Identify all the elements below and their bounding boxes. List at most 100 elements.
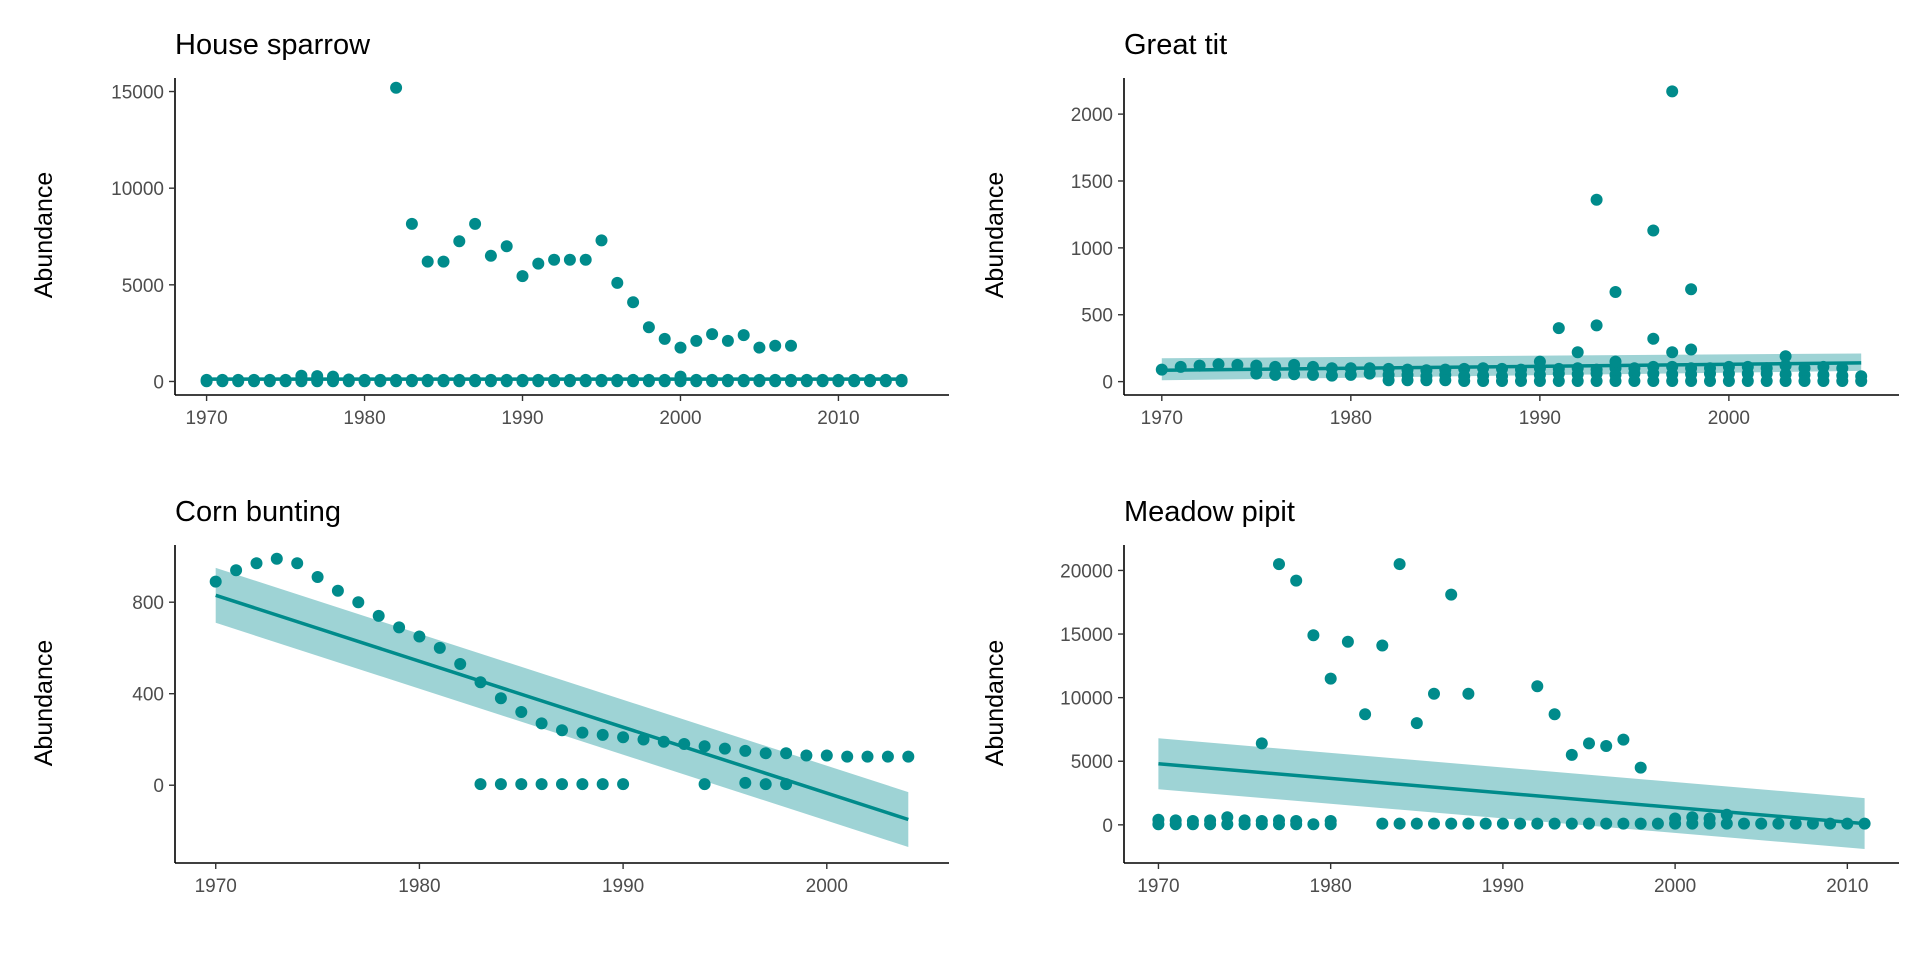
data-point bbox=[563, 253, 576, 266]
x-tick-label: 1980 bbox=[1330, 408, 1372, 429]
data-point bbox=[1571, 375, 1584, 387]
data-point bbox=[698, 778, 711, 791]
panel-title: House sparrow bbox=[175, 29, 371, 61]
data-point bbox=[753, 375, 766, 388]
y-tick-label: 15000 bbox=[111, 83, 164, 104]
data-point bbox=[1477, 375, 1490, 387]
data-point bbox=[1779, 375, 1792, 387]
data-point bbox=[1420, 374, 1433, 387]
data-point bbox=[405, 375, 418, 388]
data-point bbox=[1439, 374, 1452, 387]
data-point bbox=[658, 375, 671, 388]
data-point bbox=[879, 375, 892, 388]
y-tick-label: 5000 bbox=[1071, 752, 1113, 773]
x-tick-label: 1970 bbox=[1137, 876, 1179, 897]
data-point bbox=[374, 375, 387, 388]
data-point bbox=[1685, 375, 1698, 387]
trend-line bbox=[1158, 762, 1865, 826]
y-tick-label: 10000 bbox=[111, 179, 164, 200]
x-tick-label: 1980 bbox=[1310, 876, 1352, 897]
data-point bbox=[1571, 346, 1584, 359]
data-point bbox=[706, 328, 719, 341]
data-point bbox=[433, 641, 446, 654]
data-point bbox=[352, 596, 365, 609]
x-tick-label: 2000 bbox=[1654, 876, 1696, 897]
y-axis-label: Abundance bbox=[30, 172, 58, 299]
data-point bbox=[706, 375, 719, 388]
data-point bbox=[759, 747, 772, 760]
data-point bbox=[690, 334, 703, 347]
data-point bbox=[1238, 818, 1251, 831]
panel-meadow-pipit: Meadow pipit Abundance 1970 1980 1990 2000 2… bbox=[981, 496, 1899, 897]
y-tick-label: 0 bbox=[1102, 816, 1113, 837]
data-point bbox=[1462, 687, 1475, 700]
x-tick-label: 2000 bbox=[1708, 408, 1750, 429]
panel-house-sparrow: House sparrow Abundance 1970 1980 1990 2000… bbox=[30, 29, 949, 429]
data-point bbox=[1186, 818, 1199, 831]
data-point bbox=[1479, 817, 1492, 830]
y-tick-label: 10000 bbox=[1060, 689, 1113, 710]
data-point bbox=[1741, 375, 1754, 387]
data-point bbox=[209, 575, 222, 588]
y-tick-label: 1500 bbox=[1071, 172, 1113, 193]
data-point bbox=[1393, 558, 1406, 571]
y-tick-label: 0 bbox=[153, 776, 164, 797]
data-point bbox=[390, 81, 403, 94]
data-point bbox=[358, 375, 371, 388]
data-point bbox=[780, 747, 793, 760]
x-tick-label: 1980 bbox=[343, 408, 385, 429]
data-point bbox=[270, 552, 283, 565]
data-point bbox=[841, 750, 854, 763]
data-point bbox=[1290, 818, 1303, 831]
data-point bbox=[1583, 737, 1595, 750]
data-point bbox=[532, 257, 545, 270]
data-point bbox=[1552, 375, 1565, 387]
data-point bbox=[1382, 374, 1395, 387]
data-point bbox=[291, 557, 304, 570]
data-point bbox=[1307, 818, 1320, 831]
data-point bbox=[453, 235, 466, 248]
data-point bbox=[413, 630, 426, 643]
data-point bbox=[596, 728, 609, 741]
data-point bbox=[1255, 818, 1268, 831]
data-point bbox=[1307, 368, 1319, 381]
data-point bbox=[579, 375, 592, 388]
data-point bbox=[579, 253, 592, 266]
data-point bbox=[1666, 85, 1679, 98]
data-point bbox=[516, 375, 529, 388]
data-point bbox=[785, 375, 797, 388]
y-tick-label: 800 bbox=[132, 593, 164, 614]
data-point bbox=[548, 253, 561, 266]
data-point bbox=[1798, 375, 1811, 387]
data-point bbox=[1722, 375, 1735, 387]
data-point bbox=[617, 778, 630, 791]
data-point bbox=[1565, 748, 1578, 761]
data-point bbox=[816, 375, 829, 388]
data-point bbox=[500, 240, 513, 253]
data-point bbox=[596, 778, 609, 791]
data-point bbox=[556, 724, 568, 737]
data-point bbox=[902, 750, 915, 763]
y-axis-label: Abundance bbox=[981, 172, 1009, 299]
data-point bbox=[1590, 319, 1603, 332]
data-point bbox=[1204, 818, 1217, 831]
x-tick-label: 1990 bbox=[602, 876, 644, 897]
data-point bbox=[1273, 818, 1285, 831]
data-point bbox=[494, 778, 507, 791]
data-point bbox=[331, 584, 344, 597]
x-tick-label: 1970 bbox=[1141, 408, 1183, 429]
data-point bbox=[1410, 717, 1423, 730]
x-tick-label: 2000 bbox=[806, 876, 848, 897]
data-point bbox=[1590, 193, 1603, 206]
data-point bbox=[1288, 368, 1301, 381]
data-point bbox=[1273, 558, 1285, 571]
data-point bbox=[658, 332, 671, 345]
data-point bbox=[1760, 375, 1773, 387]
data-point bbox=[342, 375, 355, 388]
data-point bbox=[721, 334, 734, 347]
data-point bbox=[469, 375, 482, 388]
data-point bbox=[1393, 817, 1406, 830]
y-tick-label: 400 bbox=[132, 685, 164, 706]
data-point bbox=[1609, 286, 1622, 298]
